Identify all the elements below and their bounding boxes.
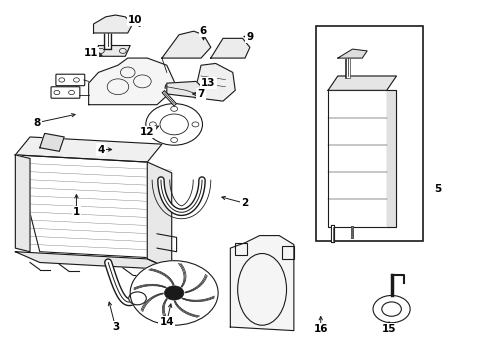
Polygon shape: [15, 137, 162, 162]
Polygon shape: [96, 45, 130, 56]
Text: 7: 7: [197, 89, 205, 99]
Bar: [328, 90, 387, 226]
Circle shape: [130, 261, 218, 325]
Text: 14: 14: [160, 317, 174, 327]
Text: 8: 8: [34, 118, 41, 128]
Polygon shape: [338, 49, 367, 58]
Text: 4: 4: [97, 144, 104, 154]
Polygon shape: [89, 58, 176, 105]
Polygon shape: [40, 134, 64, 151]
Text: 15: 15: [382, 324, 396, 334]
Polygon shape: [15, 155, 171, 259]
Text: 9: 9: [246, 32, 253, 41]
Circle shape: [373, 296, 410, 323]
Text: 3: 3: [112, 322, 119, 332]
Polygon shape: [387, 90, 396, 226]
Polygon shape: [211, 39, 250, 58]
Circle shape: [165, 286, 184, 300]
Polygon shape: [15, 252, 171, 270]
Polygon shape: [162, 31, 211, 58]
Text: 10: 10: [128, 15, 142, 26]
Text: 6: 6: [200, 26, 207, 36]
Circle shape: [146, 104, 202, 145]
Polygon shape: [147, 162, 172, 270]
Text: 13: 13: [201, 78, 216, 88]
Polygon shape: [328, 76, 396, 90]
Bar: [235, 243, 247, 255]
Bar: [316, 26, 423, 241]
Text: 2: 2: [242, 198, 248, 208]
Text: 11: 11: [84, 48, 98, 58]
Text: 5: 5: [434, 184, 441, 194]
Bar: [282, 246, 294, 259]
Text: 16: 16: [314, 324, 328, 334]
Text: 1: 1: [73, 207, 80, 217]
Text: 12: 12: [140, 127, 154, 136]
Bar: [328, 90, 387, 226]
Polygon shape: [94, 15, 133, 33]
Polygon shape: [15, 155, 30, 252]
Polygon shape: [194, 63, 235, 101]
Polygon shape: [167, 81, 203, 98]
Circle shape: [129, 292, 147, 305]
Polygon shape: [230, 235, 294, 330]
